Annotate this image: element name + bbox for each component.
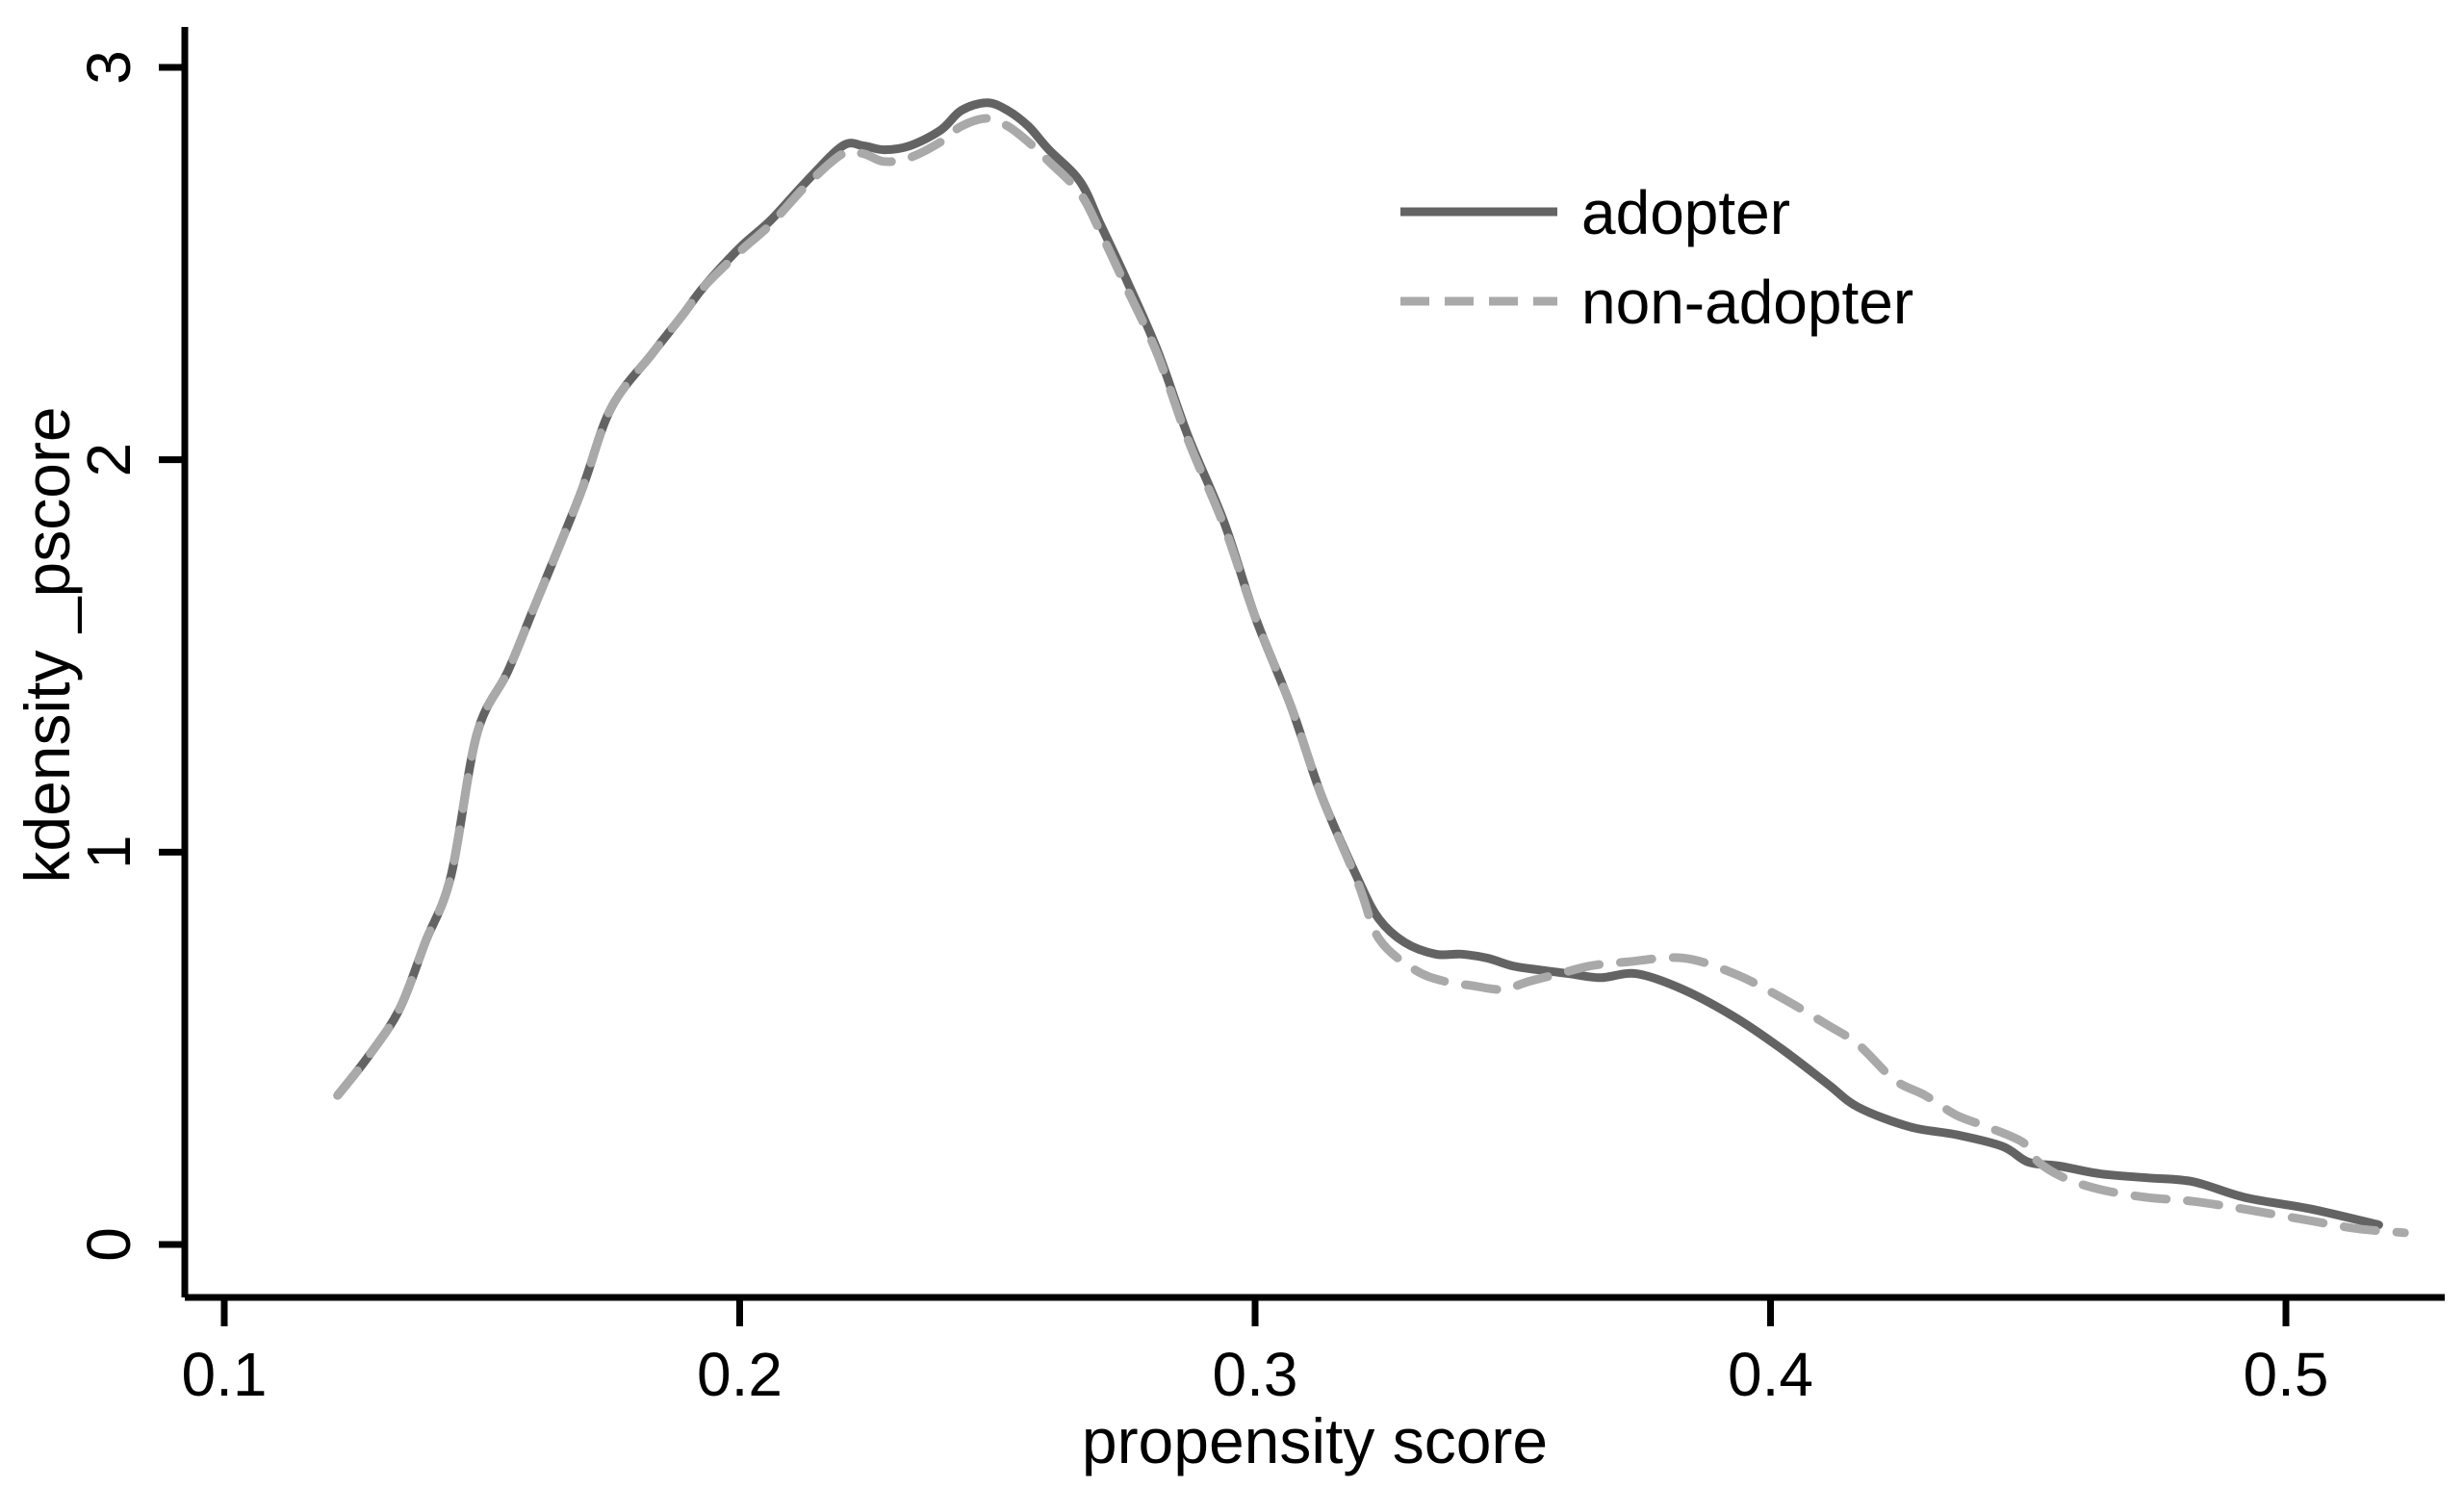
x-axis-ticks: 0.1 0.2 0.3 0.4 0.5 (182, 1297, 2329, 1409)
x-tick-label-0.4: 0.4 (1728, 1340, 1813, 1409)
y-tick-label-2: 2 (74, 443, 143, 477)
x-axis-title: propensity score (1082, 1405, 1548, 1476)
legend-adopter-label: adopter (1581, 178, 1790, 247)
legend-non-adopter-label: non-adopter (1581, 268, 1913, 337)
non-adopter-line (333, 114, 2409, 1238)
legend: adopter non-adopter (1400, 178, 1913, 337)
y-tick-label-0: 0 (74, 1227, 143, 1262)
x-tick-label-0.1: 0.1 (182, 1340, 268, 1409)
y-tick-label-3: 3 (74, 50, 143, 85)
y-axis-title: kdensity _pscore (12, 406, 83, 883)
y-axis-ticks: 0 1 2 3 (74, 50, 185, 1262)
x-tick-label-0.5: 0.5 (2244, 1340, 2329, 1409)
y-tick-label-1: 1 (74, 835, 143, 870)
adopter-line (333, 98, 2383, 1230)
x-tick-label-0.2: 0.2 (697, 1340, 783, 1409)
x-tick-label-0.3: 0.3 (1213, 1340, 1298, 1409)
